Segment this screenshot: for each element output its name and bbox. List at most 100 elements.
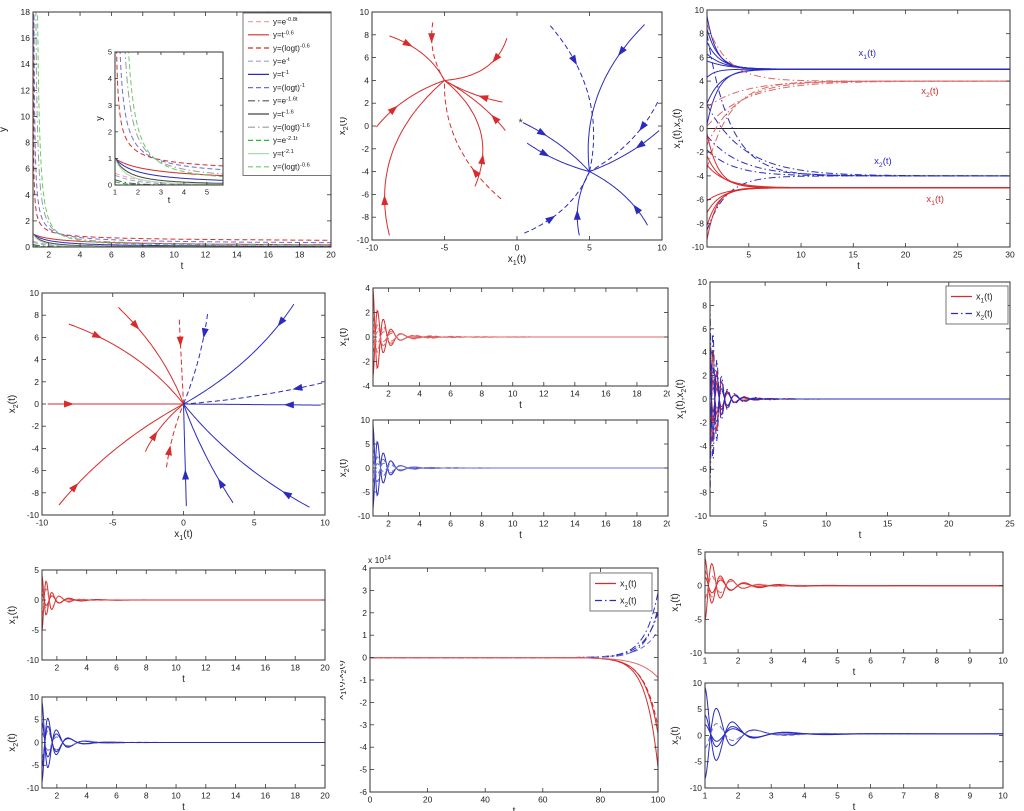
series-line [589,130,660,173]
y-tick-label: 4 [702,347,707,357]
series-line [178,319,184,405]
x-tick-label: 20 [663,519,670,529]
legend-entry-label: y=t-1.6​ [273,110,294,119]
legend-entry-label: y=e-t​ [273,57,290,66]
series-group [376,22,660,236]
series-line [183,403,321,406]
ticks [707,9,1011,248]
series-line [587,24,645,172]
x-axis-label: t [168,195,171,205]
trajectory-arrow-icon [130,319,140,330]
x-tick-label: 12 [539,389,549,399]
x-tick-label: 20 [944,519,954,529]
y-tick-label: 16 [21,33,31,43]
x-tick-label: 20 [326,250,336,260]
x-tick-label: 4 [182,188,186,197]
series-line [707,68,1010,78]
y-tick-label: 10 [361,415,371,425]
legend-entry-label: y=t-1​ [273,70,289,79]
panel-combined-convergence: 5 10 15 20 25 -10 -8 -6 -4 -2 0 2 4 6 8 10 t x1​(t),x2​(t… [670,277,1024,541]
y-tick-label: 5 [108,48,112,57]
y-tick-label: 0 [34,399,39,409]
panel-convergence-to-pm5-pm4: 5 10 15 20 25 30 -10 -8 -6 -4 -2 0 2 4 6 8 10 t x1​(t),x2​… [670,0,1024,278]
y-tick-label: -5 [694,757,702,767]
y-tick-label: 4 [34,355,39,365]
series-line [68,323,184,405]
series-line [183,382,323,405]
ticks [373,287,669,387]
series-group [373,288,668,378]
curve-annotation: x2​(t) [874,156,892,169]
legend-entry-label: x2​(t) [620,596,637,609]
y-tick-label: -10 [27,655,40,665]
x-tick-label: 14 [232,250,242,260]
panel-svg-decay-comparison: 2468101214161820024681012141618tyy=e-0.8… [0,7,336,272]
x-axis-label: t [513,806,516,811]
y-axis-label: x2​(t) [340,117,350,135]
trajectory-arrow-icon [639,120,648,132]
legend-entry-label: x1​(t) [620,579,637,592]
y-tick-label: 1 [108,154,112,163]
y-tick-label: 8 [702,300,707,310]
y-tick-label: 0 [699,123,704,133]
x-tick-label: 20 [901,250,911,260]
y-tick-label: -10 [690,648,703,658]
y-tick-label: 6 [699,52,704,62]
series-line [707,175,1010,231]
y-tick-label: -10 [358,511,371,521]
trajectory-arrow-icon [292,383,303,391]
x-tick-label: 2 [55,663,60,673]
series-line [115,158,223,185]
trajectory-arrow-icon [182,469,190,480]
x-tick-label: 30 [1005,250,1015,260]
series-line [589,171,648,226]
y-tick-label: -8 [361,212,369,222]
x-tick-label: 40 [480,795,490,805]
series-line [124,52,223,175]
series-line [144,403,184,452]
x-tick-label: 10 [657,243,667,253]
series-line [710,376,1010,418]
y-tick-label: -2 [362,356,370,366]
y-tick-label: -2 [359,697,367,707]
series-line [589,101,659,173]
trajectory-arrow-icon [536,127,547,136]
y-tick-label: 6 [34,332,39,342]
y-tick-label: 2 [365,307,370,317]
y-tick-label: 8 [34,310,39,320]
axes-frame [114,51,224,186]
series-line [42,725,325,768]
trajectory-arrow-icon [633,204,643,215]
y-tick-label: -10 [695,511,708,521]
panel-x1-x2-vs-t-stacked-c: 1 2 3 4 5 6 7 8 9 10 -10 -5 0 5 t x1​(t) 1 2 3 4 5 6 7 8 9 10 -10 -… [670,540,1024,811]
x-axis-label: t [519,530,522,540]
series-line [705,724,1003,742]
series-group [370,592,658,768]
trajectory-arrow-icon [387,105,398,116]
x-tick-label: 0 [368,795,373,805]
legend-entry-label: y=(logt)-1​ [273,83,305,92]
series-line [373,463,668,474]
x-tick-label: 9 [968,791,973,801]
ticks [704,682,1004,789]
y-tick-label: -6 [361,189,369,199]
x-tick-label: 14 [231,663,241,673]
x-tick-label: 0 [515,243,520,253]
x-tick-label: 18 [632,389,642,399]
x-tick-label: 6 [868,656,873,666]
x-tick-label: 10 [998,656,1008,666]
trajectory-arrow-icon [165,445,172,456]
series-line [35,12,331,246]
x-tick-label: 10 [171,663,181,673]
y-tick-label: 2 [702,371,707,381]
y-axis-label: x1​(t),x2​(t) [672,109,685,149]
y-tick-label: -10 [27,783,40,793]
x-tick-label: 2 [736,656,741,666]
y-tick-label: -5 [359,765,367,775]
y-tick-label: 5 [697,547,702,557]
x-tick-label: 10 [998,791,1008,801]
ticks [369,567,659,793]
panel-svg-convergence-to-pm5-pm4: 5 10 15 20 25 30 -10 -8 -6 -4 -2 0 2 4 6 8 10 t x1​(t),x2​… [672,5,1015,272]
y-axis-label: y [94,116,104,121]
trajectory-arrow-icon [149,431,158,442]
